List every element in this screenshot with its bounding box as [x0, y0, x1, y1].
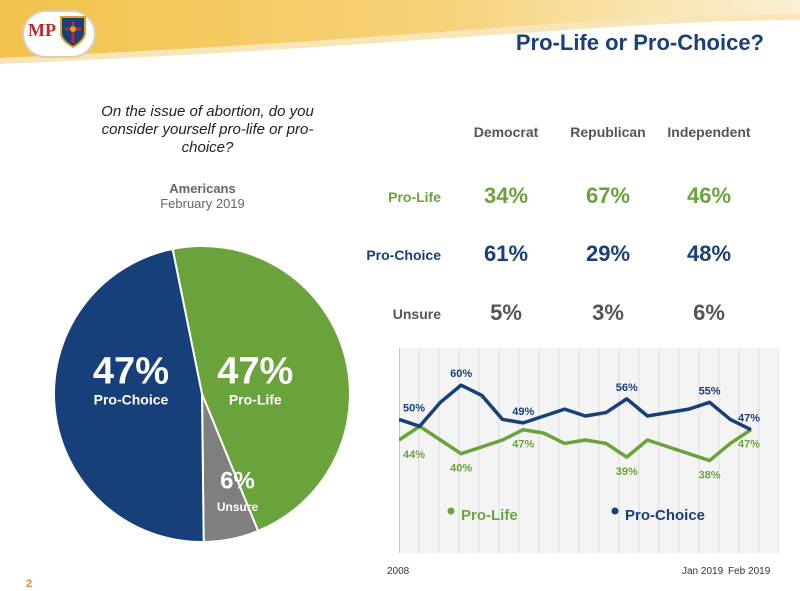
survey-question: On the issue of abortion, do you conside…	[101, 103, 314, 156]
data-label-pro-life: 44%	[403, 449, 425, 461]
table-cell-unsure-republican: 3%	[592, 300, 624, 325]
page-title: Pro-Life or Pro-Choice?	[515, 30, 764, 55]
data-label-pro-choice: 50%	[403, 402, 425, 414]
trend-plot-background	[399, 348, 779, 553]
table-header-independent: Independent	[667, 124, 751, 140]
table-header-republican: Republican	[570, 124, 646, 140]
table-cell-unsure-independent: 6%	[693, 300, 725, 325]
table-row-label-unsure: Unsure	[392, 306, 441, 322]
x-label-feb-2019: Feb 2019	[728, 566, 771, 577]
data-label-pro-life: 47%	[738, 439, 760, 451]
table-row-label-pro-choice: Pro-Choice	[366, 247, 441, 263]
table-cell-pro-life-independent: 46%	[686, 183, 732, 208]
data-label-pro-choice: 60%	[450, 368, 472, 380]
pie-value-pro-choice: 47%	[93, 351, 169, 393]
table-cell-pro-choice-independent: 48%	[686, 241, 732, 266]
pie-label-pro-life: Pro-Life	[229, 391, 282, 407]
pie-header: Americans February 2019	[130, 181, 275, 211]
pie-header-date: February 2019	[160, 196, 245, 211]
logo-text: MP	[28, 20, 56, 40]
table-row-label-pro-life: Pro-Life	[388, 189, 441, 205]
table-cell-pro-choice-democrat: 61%	[483, 241, 529, 266]
data-label-pro-life: 38%	[699, 470, 721, 482]
pie-header-population: Americans	[169, 181, 236, 196]
table-cell-pro-choice-republican: 29%	[585, 241, 631, 266]
legend-label-pro-choice: Pro-Choice	[625, 507, 705, 524]
table-header-democrat: Democrat	[473, 124, 539, 140]
data-label-pro-choice: 47%	[738, 413, 760, 425]
pie-slice-pro-choice	[53, 247, 205, 543]
series-line-pro-choice	[399, 383, 752, 432]
table-cell-pro-life-republican: 67%	[585, 183, 631, 208]
trend-line-chart: 44% 40% 47% 39% 38% 47% 50% 60% 49% 56% 55% 47% Pro-…	[399, 348, 779, 553]
shield-emblem-icon	[60, 16, 86, 49]
data-label-pro-life: 39%	[616, 466, 638, 478]
page-number: 2	[26, 578, 33, 590]
pie-slice-pro-life	[171, 245, 351, 533]
legend-label-pro-life: Pro-Life	[461, 507, 518, 524]
data-label-pro-life: 40%	[450, 463, 472, 475]
x-label-start: 2008	[387, 566, 410, 577]
header-banner	[0, 0, 800, 64]
pie-value-unsure: 6%	[220, 468, 255, 495]
data-label-pro-choice: 56%	[616, 382, 638, 394]
pie-label-unsure: Unsure	[217, 500, 259, 514]
data-label-pro-life: 47%	[512, 439, 534, 451]
table-cell-pro-life-democrat: 34%	[483, 183, 529, 208]
pie-label-pro-choice: Pro-Choice	[94, 391, 169, 407]
x-label-jan-2019: Jan 2019	[682, 566, 724, 577]
table-cell-unsure-democrat: 5%	[490, 300, 522, 325]
series-line-pro-life	[399, 424, 752, 463]
legend-marker-pro-life	[447, 507, 455, 515]
data-label-pro-choice: 49%	[512, 406, 534, 418]
legend-marker-pro-choice	[611, 507, 619, 515]
data-label-pro-choice: 55%	[699, 385, 721, 397]
pie-value-pro-life: 47%	[217, 351, 293, 393]
